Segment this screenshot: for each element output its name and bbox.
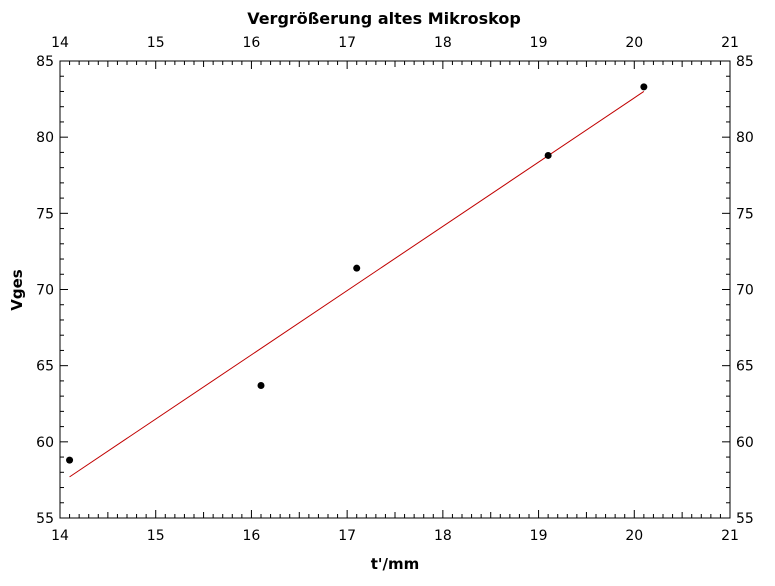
y-tick-label: 65: [36, 359, 54, 375]
y-tick-label: 60: [36, 435, 54, 451]
y-tick-label-right: 80: [736, 130, 754, 146]
x-tick-label-top: 19: [530, 35, 548, 51]
y-axis-label: Vges: [8, 269, 26, 311]
x-tick-label: 17: [338, 528, 356, 544]
data-point: [353, 264, 361, 272]
x-tick-label-top: 20: [625, 35, 643, 51]
data-point: [66, 456, 74, 464]
fit-line: [69, 91, 645, 478]
data-point: [640, 83, 648, 91]
y-tick-label-right: 75: [736, 206, 754, 222]
data-points: [66, 83, 648, 464]
x-tick-label: 18: [434, 528, 452, 544]
x-tick-label-top: 16: [243, 35, 261, 51]
y-tick-label-right: 85: [736, 54, 754, 70]
x-axis-label: t'/mm: [371, 555, 420, 573]
x-tick-label-top: 15: [147, 35, 165, 51]
x-tick-label-top: 17: [338, 35, 356, 51]
y-tick-label: 75: [36, 206, 54, 222]
x-tick-label: 15: [147, 528, 165, 544]
y-tick-label-right: 60: [736, 435, 754, 451]
x-tick-label-top: 21: [721, 35, 739, 51]
y-tick-label-right: 55: [736, 511, 754, 527]
y-tick-label: 70: [36, 283, 54, 299]
data-point: [544, 151, 552, 159]
y-tick-label-right: 65: [736, 359, 754, 375]
y-tick-label: 85: [36, 54, 54, 70]
x-tick-label: 21: [721, 528, 739, 544]
data-point: [257, 381, 265, 389]
x-tick-label-top: 18: [434, 35, 452, 51]
x-tick-label: 16: [243, 528, 261, 544]
x-tick-label: 19: [530, 528, 548, 544]
chart-title: Vergrößerung altes Mikroskop: [247, 9, 521, 28]
x-tick-label: 14: [51, 528, 69, 544]
y-tick-label-right: 70: [736, 283, 754, 299]
y-tick-label: 55: [36, 511, 54, 527]
y-tick-label: 80: [36, 130, 54, 146]
x-tick-label-top: 14: [51, 35, 69, 51]
x-tick-label: 20: [625, 528, 643, 544]
plot-frame: [59, 60, 731, 519]
